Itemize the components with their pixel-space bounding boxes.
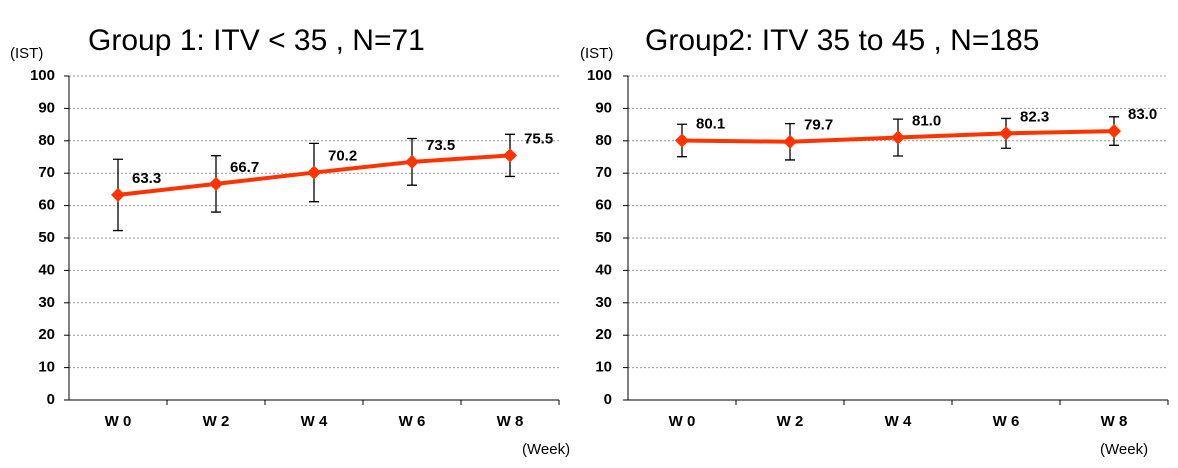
- y-tick-label: 30: [38, 294, 55, 311]
- y-tick-label: 40: [38, 261, 55, 278]
- y-tick-label: 50: [38, 229, 55, 246]
- x-tick-label: W 2: [203, 413, 230, 430]
- y-tick-label: 30: [595, 294, 612, 311]
- marker: [891, 130, 905, 145]
- marker: [999, 126, 1013, 141]
- marker: [405, 154, 419, 169]
- data-label: 75.5: [524, 130, 553, 147]
- x-axis-label: (Week): [522, 441, 570, 458]
- y-tick-label: 90: [595, 99, 612, 116]
- y-tick-label: 50: [595, 229, 612, 246]
- y-tick-label: 100: [587, 67, 612, 84]
- x-tick-label: W 8: [497, 413, 524, 430]
- data-label: 83.0: [1128, 106, 1157, 123]
- marker: [503, 148, 517, 163]
- y-tick-label: 20: [38, 326, 55, 343]
- data-label: 82.3: [1020, 108, 1049, 125]
- marker: [1107, 124, 1121, 139]
- data-label: 80.1: [696, 115, 725, 132]
- x-tick-label: W 8: [1101, 413, 1128, 430]
- y-tick-label: 60: [595, 197, 612, 214]
- chart-title: Group 1: ITV < 35 , N=71: [88, 24, 425, 57]
- data-label: 63.3: [132, 170, 161, 187]
- y-tick-label: 10: [38, 359, 55, 376]
- data-label: 70.2: [328, 148, 357, 165]
- y-tick-label: 80: [595, 132, 612, 149]
- data-label: 66.7: [230, 159, 259, 176]
- y-axis-label: (IST): [10, 45, 43, 62]
- x-tick-label: W 6: [993, 413, 1020, 430]
- marker: [307, 165, 321, 180]
- marker: [209, 176, 223, 191]
- x-tick-label: W 4: [885, 413, 912, 430]
- y-tick-label: 20: [595, 326, 612, 343]
- x-axis-label: (Week): [1100, 441, 1148, 458]
- x-tick-label: W 0: [669, 413, 696, 430]
- x-tick-label: W 0: [105, 413, 132, 430]
- y-tick-label: 90: [38, 99, 55, 116]
- y-tick-label: 70: [595, 164, 612, 181]
- x-tick-label: W 6: [399, 413, 426, 430]
- y-tick-label: 100: [30, 67, 55, 84]
- marker: [111, 187, 125, 202]
- x-tick-label: W 4: [301, 413, 328, 430]
- y-tick-label: 70: [38, 164, 55, 181]
- marker: [675, 133, 689, 148]
- chart-title: Group2: ITV 35 to 45 , N=185: [645, 24, 1039, 57]
- data-label: 81.0: [912, 113, 941, 130]
- data-label: 73.5: [426, 137, 455, 154]
- y-tick-label: 0: [604, 391, 612, 408]
- y-tick-label: 10: [595, 359, 612, 376]
- y-axis-label: (IST): [580, 45, 613, 62]
- data-label: 79.7: [804, 117, 833, 134]
- y-tick-label: 40: [595, 261, 612, 278]
- y-tick-label: 60: [38, 197, 55, 214]
- marker: [783, 134, 797, 149]
- x-tick-label: W 2: [777, 413, 804, 430]
- y-tick-label: 80: [38, 132, 55, 149]
- y-tick-label: 0: [47, 391, 55, 408]
